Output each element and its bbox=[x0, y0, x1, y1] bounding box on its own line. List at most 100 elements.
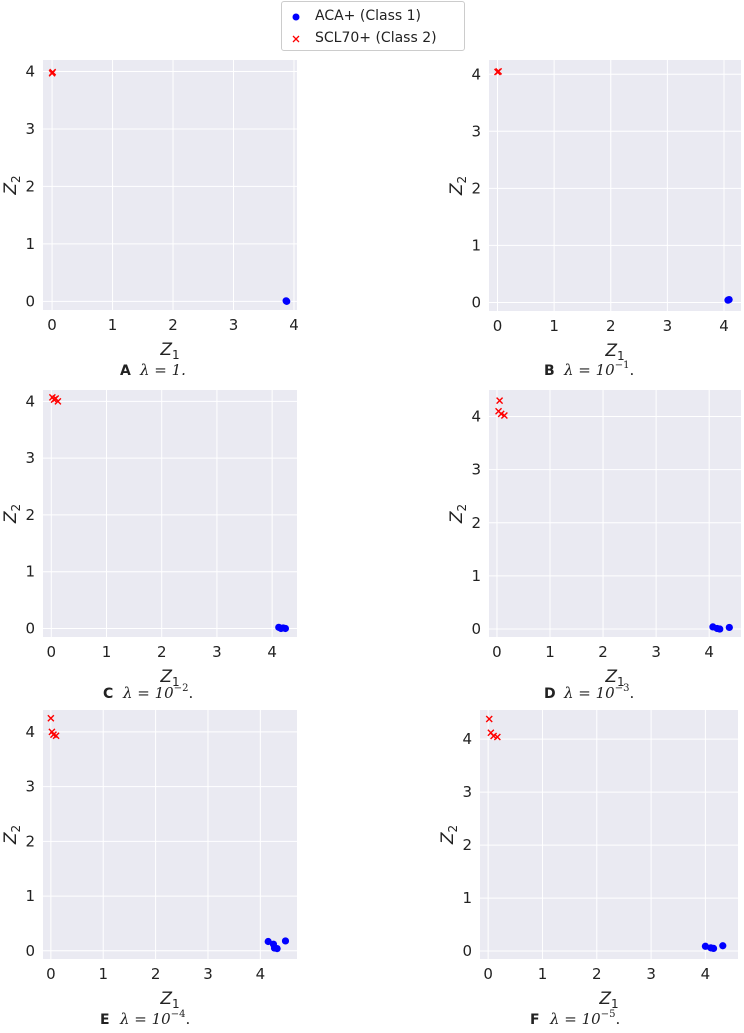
y-tick-label: 1 bbox=[462, 889, 472, 907]
scl70-point bbox=[49, 68, 57, 76]
y-tick-label: 0 bbox=[471, 620, 481, 638]
legend-label-scl70: SCL70+ (Class 2) bbox=[315, 30, 437, 46]
x-tick-label: 2 bbox=[606, 317, 616, 335]
scl70-point bbox=[485, 715, 493, 723]
x-tick-label: 0 bbox=[47, 643, 57, 661]
aca-point bbox=[701, 942, 710, 950]
y-tick-label: 4 bbox=[471, 408, 481, 426]
x-tick-label: 4 bbox=[289, 316, 299, 334]
plot-area bbox=[480, 710, 738, 959]
x-tick-label: 3 bbox=[646, 965, 656, 983]
plot-area bbox=[43, 60, 297, 310]
panel-caption: λ = 10−3. bbox=[563, 683, 634, 702]
legend-label-aca: ACA+ (Class 1) bbox=[315, 8, 421, 24]
x-tick-label: 4 bbox=[267, 643, 277, 661]
legend-x-marker-icon bbox=[292, 35, 300, 43]
scl70-point bbox=[500, 412, 508, 419]
aca-point bbox=[281, 624, 290, 633]
aca-point bbox=[283, 297, 291, 305]
panel-caption: λ = 1. bbox=[139, 361, 186, 379]
x-tick-label: 3 bbox=[203, 965, 213, 983]
x-tick-label: 1 bbox=[102, 643, 112, 661]
aca-point bbox=[716, 625, 724, 633]
x-axis-label: Z1 bbox=[598, 989, 618, 1011]
plot-area bbox=[489, 390, 741, 637]
panel-caption: λ = 10−4. bbox=[119, 1009, 190, 1028]
plot-area bbox=[489, 60, 741, 311]
panel-B: 0 1 2 3 4 0 1 2 3 4 Z1 Z2 B λ = 10−1. bbox=[447, 60, 741, 379]
y-tick-label: 3 bbox=[25, 120, 35, 138]
aca-point bbox=[719, 942, 727, 950]
y-tick-label: 2 bbox=[471, 514, 481, 532]
x-tick-label: 2 bbox=[598, 643, 608, 661]
x-tick-label: 2 bbox=[592, 965, 602, 983]
y-axis-label: Z2 bbox=[1, 175, 23, 195]
y-tick-label: 1 bbox=[25, 887, 35, 905]
panel-caption: λ = 10−5. bbox=[549, 1009, 620, 1028]
panel-A: 0 1 2 3 4 0 1 2 3 4 Z1 Z2 A λ = 1. bbox=[1, 60, 299, 379]
y-tick-label: 3 bbox=[25, 778, 35, 796]
scl70-point bbox=[495, 67, 503, 75]
x-tick-label: 3 bbox=[651, 643, 661, 661]
y-tick-label: 2 bbox=[471, 179, 481, 197]
y-tick-label: 0 bbox=[471, 293, 481, 311]
x-tick-label: 4 bbox=[704, 643, 714, 661]
x-tick-label: 3 bbox=[229, 316, 239, 334]
y-tick-label: 0 bbox=[25, 942, 35, 960]
scl70-point bbox=[52, 732, 60, 740]
y-tick-label: 4 bbox=[462, 730, 472, 748]
y-tick-label: 1 bbox=[25, 235, 35, 253]
scl70-point bbox=[47, 714, 55, 722]
y-axis-label: Z2 bbox=[438, 825, 460, 845]
panel-letter: B bbox=[544, 363, 555, 379]
y-tick-label: 3 bbox=[25, 449, 35, 467]
x-tick-label: 0 bbox=[46, 965, 56, 983]
y-tick-label: 1 bbox=[471, 567, 481, 585]
y-tick-label: 2 bbox=[25, 177, 35, 195]
x-tick-label: 3 bbox=[212, 643, 222, 661]
y-tick-label: 2 bbox=[25, 832, 35, 850]
y-axis-label: Z2 bbox=[447, 504, 469, 524]
y-tick-label: 1 bbox=[471, 236, 481, 254]
x-tick-label: 4 bbox=[701, 965, 711, 983]
y-tick-label: 1 bbox=[25, 563, 35, 581]
x-tick-label: 1 bbox=[98, 965, 108, 983]
panel-letter: A bbox=[120, 363, 131, 379]
x-tick-label: 2 bbox=[168, 316, 178, 334]
panel-letter: F bbox=[530, 1012, 540, 1028]
panel-letter: C bbox=[103, 686, 113, 702]
x-tick-label: 0 bbox=[47, 316, 57, 334]
x-tick-label: 1 bbox=[538, 965, 548, 983]
panel-letter: D bbox=[544, 686, 556, 702]
x-axis-label: Z1 bbox=[604, 667, 624, 689]
x-axis-label: Z1 bbox=[159, 989, 179, 1011]
panel-F: 0 1 2 3 4 0 1 2 3 4 Z1 Z2 F λ = 10−5. bbox=[438, 710, 738, 1028]
y-tick-label: 0 bbox=[462, 942, 472, 960]
x-tick-label: 1 bbox=[108, 316, 118, 334]
y-tick-label: 3 bbox=[462, 783, 472, 801]
aca-point bbox=[281, 937, 290, 945]
x-axis-label: Z1 bbox=[159, 340, 179, 362]
x-tick-label: 1 bbox=[549, 317, 559, 335]
x-tick-label: 0 bbox=[483, 965, 493, 983]
aca-point bbox=[725, 295, 733, 304]
aca-point bbox=[709, 944, 718, 953]
x-tick-label: 0 bbox=[492, 643, 502, 661]
y-tick-label: 4 bbox=[25, 62, 35, 80]
scl70-point bbox=[496, 397, 504, 405]
x-tick-label: 4 bbox=[256, 965, 266, 983]
scl70-point bbox=[54, 397, 62, 405]
y-tick-label: 0 bbox=[25, 619, 35, 637]
y-axis-label: Z2 bbox=[447, 176, 469, 196]
y-tick-label: 4 bbox=[25, 392, 35, 410]
panel-caption: λ = 10−2. bbox=[122, 683, 193, 702]
panel-D: 0 1 2 3 4 0 1 2 3 4 Z1 Z2 D λ = 10−3. bbox=[447, 390, 741, 702]
y-tick-label: 3 bbox=[471, 461, 481, 479]
x-axis-label: Z1 bbox=[604, 341, 624, 363]
y-axis-label: Z2 bbox=[1, 825, 23, 845]
y-axis-label: Z2 bbox=[1, 504, 23, 524]
x-tick-label: 4 bbox=[719, 317, 729, 335]
x-tick-label: 1 bbox=[545, 643, 555, 661]
y-tick-label: 2 bbox=[25, 506, 35, 524]
